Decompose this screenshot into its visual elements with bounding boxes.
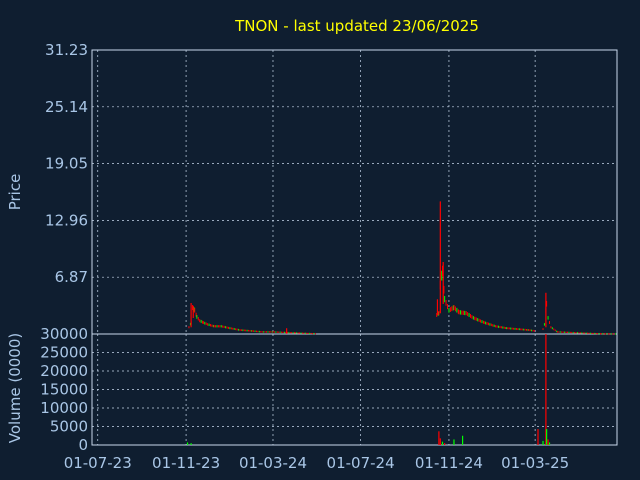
x-ticks: 01-07-23 01-11-23 01-03-24 01-07-24 01-11-24…	[64, 454, 569, 472]
price-grid	[92, 49, 617, 334]
volume-tick-label: 30000	[40, 325, 88, 343]
volume-marks	[186, 334, 551, 445]
price-tick-label: 6.87	[55, 268, 88, 286]
chart-title: TNON - last updated 23/06/2025	[234, 17, 479, 35]
x-tick-label: 01-03-24	[239, 454, 307, 472]
price-marks	[188, 201, 617, 335]
volume-tick-label: 25000	[40, 344, 88, 362]
volume-tick-label: 10000	[40, 399, 88, 417]
volume-axis-label: Volume (0000)	[6, 333, 24, 443]
x-tick-label: 01-03-25	[501, 454, 569, 472]
price-ticks: 31.23 25.14 19.05 12.96 6.87	[45, 41, 88, 286]
x-tick-label: 01-07-23	[64, 454, 132, 472]
price-tick-label: 19.05	[45, 155, 88, 173]
price-tick-label: 12.96	[45, 211, 88, 229]
volume-tick-label: 20000	[40, 362, 88, 380]
volume-tick-label: 15000	[40, 381, 88, 399]
x-tick-label: 01-11-24	[415, 454, 483, 472]
price-axis-label: Price	[6, 174, 24, 211]
price-tick-label: 25.14	[45, 98, 88, 116]
price-tick-label: 31.23	[45, 41, 88, 59]
volume-tick-label: 0	[78, 436, 88, 454]
x-tick-label: 01-11-23	[152, 454, 220, 472]
volume-tick-label: 5000	[50, 418, 88, 436]
x-tick-label: 01-07-24	[327, 454, 395, 472]
volume-grid	[92, 334, 617, 445]
price-panel-frame	[91, 49, 618, 335]
